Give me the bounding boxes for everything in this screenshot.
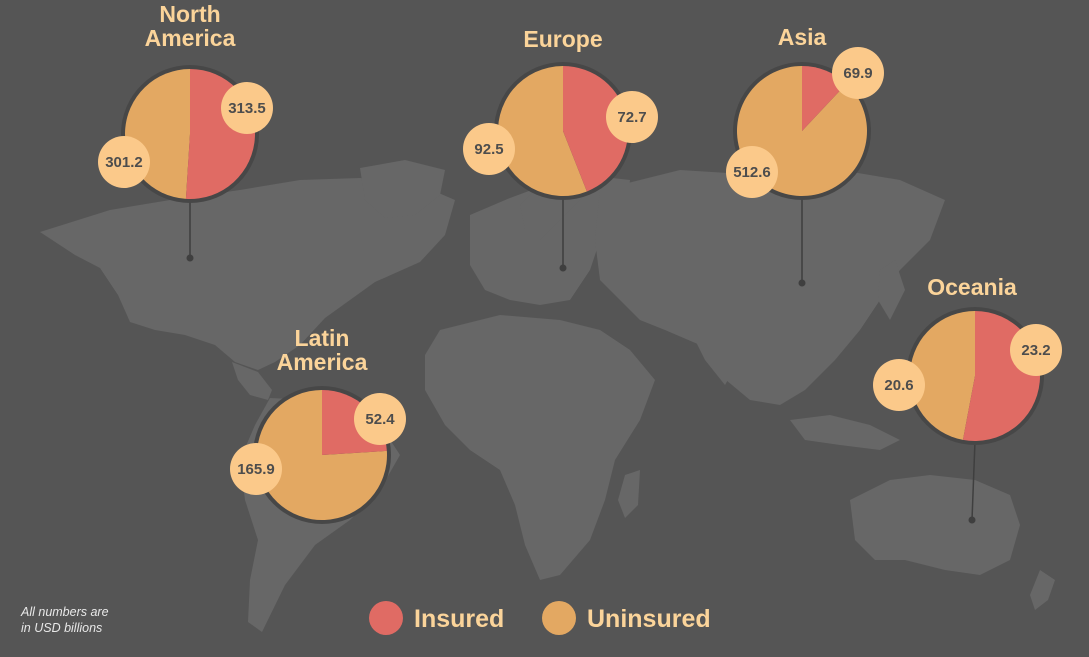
leader-line-oceania [971, 440, 976, 521]
bubble-uninsured-europe [463, 123, 515, 175]
bubble-uninsured-oceania [873, 359, 925, 411]
bubble-uninsured-latin-america [230, 443, 282, 495]
bubble-insured-europe [606, 91, 658, 143]
pie-group-oceania: 23.2 20.6 Oceania [873, 274, 1062, 524]
value-label-uninsured-north-america: 301.2 [105, 154, 143, 171]
region-title-latin-america: Latin America [277, 325, 368, 375]
greenland-landmass [360, 160, 445, 218]
bubble-uninsured-north-america [98, 136, 150, 188]
bubble-uninsured-asia [726, 146, 778, 198]
pie-group-asia: 69.9 512.6 Asia [726, 24, 884, 287]
region-title-asia: Asia [778, 24, 827, 50]
region-title-line-1: Asia [778, 24, 827, 50]
region-title-line-1: Europe [523, 26, 602, 52]
bubble-insured-north-america [221, 82, 273, 134]
central-america-landmass [232, 362, 272, 400]
region-title-line-2: America [277, 349, 368, 375]
legend: Insured Uninsured [369, 601, 711, 635]
legend-label-uninsured: Uninsured [587, 605, 711, 633]
value-label-insured-europe: 72.7 [617, 109, 646, 126]
legend-swatch-insured [369, 601, 403, 635]
value-label-uninsured-europe: 92.5 [474, 141, 503, 158]
footnote-line-2: in USD billions [21, 621, 103, 635]
pie-group-europe: 72.7 92.5 Europe [463, 26, 658, 272]
region-title-north-america: North America [145, 1, 236, 51]
value-label-uninsured-latin-america: 165.9 [237, 461, 275, 478]
north-america-landmass [40, 178, 455, 370]
india-landmass [690, 330, 745, 385]
slice-insured-europe [563, 66, 628, 192]
slice-uninsured-europe [498, 66, 587, 196]
pin-dot-oceania [968, 516, 976, 524]
region-title-line-1: Oceania [927, 274, 1017, 300]
pie-group-latin-america: 52.4 165.9 Latin America [230, 325, 406, 524]
value-label-uninsured-asia: 512.6 [733, 164, 771, 181]
australia-landmass [850, 475, 1020, 575]
madagascar-landmass [618, 470, 640, 518]
region-title-oceania: Oceania [927, 274, 1017, 300]
value-label-insured-oceania: 23.2 [1021, 342, 1050, 359]
bubble-insured-latin-america [354, 393, 406, 445]
asia-landmass [595, 170, 945, 405]
pin-dot-asia [798, 279, 806, 287]
bubble-insured-asia [832, 47, 884, 99]
region-title-europe: Europe [523, 26, 602, 52]
bubble-insured-oceania [1010, 324, 1062, 376]
value-label-insured-north-america: 313.5 [228, 100, 266, 117]
africa-landmass [425, 315, 655, 580]
region-title-line-2: America [145, 25, 236, 51]
value-label-insured-asia: 69.9 [843, 65, 872, 82]
legend-label-insured: Insured [414, 605, 504, 633]
japan-landmass [878, 260, 905, 320]
region-title-line-1: North [159, 1, 220, 27]
europe-landmass [470, 175, 630, 305]
slice-uninsured-oceania [909, 311, 975, 440]
footnote-line-1: All numbers are [21, 605, 109, 619]
pin-dot-europe [559, 264, 567, 272]
indonesia-landmass [790, 415, 900, 450]
value-label-insured-latin-america: 52.4 [365, 411, 395, 428]
legend-swatch-uninsured [542, 601, 576, 635]
region-title-line-1: Latin [295, 325, 350, 351]
pin-dot-north-america [186, 254, 194, 262]
value-label-uninsured-oceania: 20.6 [884, 377, 913, 394]
footnote: All numbers are in USD billions [21, 604, 109, 636]
new-zealand-landmass [1030, 570, 1055, 610]
pie-group-north-america: 313.5 301.2 North America [98, 1, 273, 262]
